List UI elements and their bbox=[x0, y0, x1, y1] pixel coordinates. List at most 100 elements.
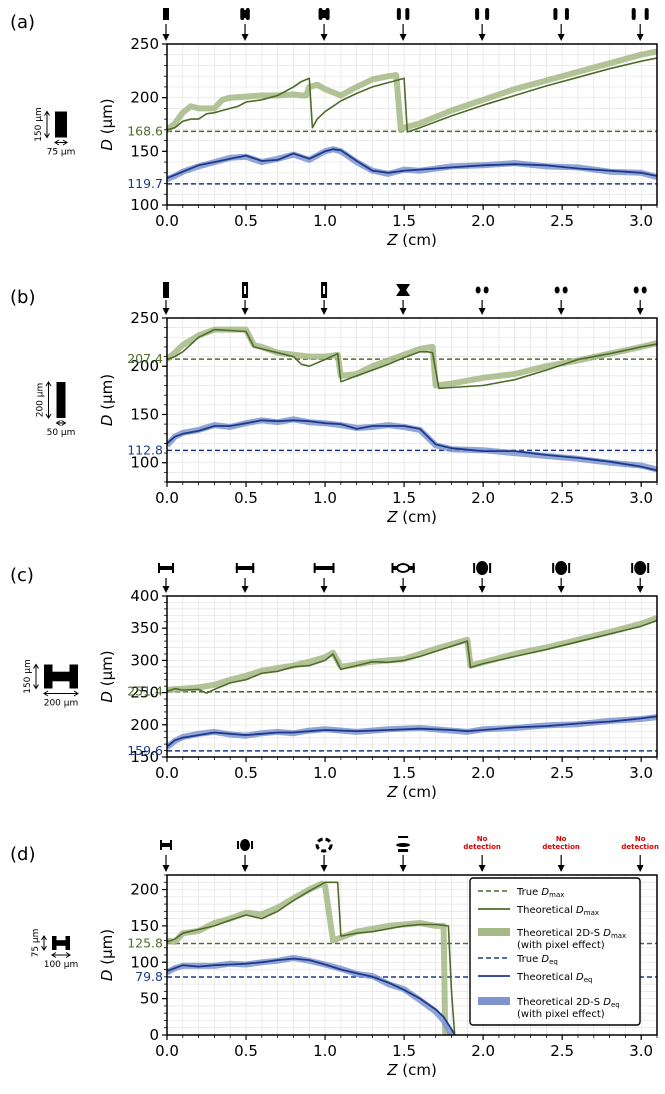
y-tick-label: 150 bbox=[130, 917, 159, 935]
theoretical-dmax-line bbox=[167, 57, 657, 133]
particle-image-icon bbox=[315, 837, 333, 853]
down-arrow-icon bbox=[478, 586, 486, 593]
x-tick-label: 3.0 bbox=[629, 489, 653, 507]
particle-image-strip bbox=[162, 282, 647, 315]
down-arrow-icon bbox=[162, 308, 170, 315]
particle-image-icon bbox=[396, 836, 411, 852]
x-tick-label: 3.0 bbox=[629, 764, 653, 782]
down-arrow-icon bbox=[241, 308, 249, 315]
x-tick-label: 1.0 bbox=[313, 764, 337, 782]
particle-image-icon bbox=[158, 563, 174, 573]
particle-image-icon bbox=[313, 563, 335, 573]
theoretical-dmax-line bbox=[167, 619, 657, 695]
y-tick-label: 0 bbox=[149, 1026, 159, 1044]
particle-shape-icon bbox=[55, 111, 67, 138]
panel-label: (b) bbox=[10, 287, 35, 308]
legend-label-sub: (with pixel effect) bbox=[517, 940, 605, 951]
particle-image-icon bbox=[237, 839, 254, 851]
down-arrow-icon bbox=[320, 34, 328, 41]
y-tick-label: 200 bbox=[130, 881, 159, 899]
particle-shape-icon bbox=[52, 940, 70, 946]
no-detection-label: detection bbox=[621, 843, 659, 851]
legend-label: Theoretical Deq bbox=[516, 972, 593, 984]
down-arrow-icon bbox=[320, 586, 328, 593]
theoretical-deq-line bbox=[167, 419, 657, 472]
particle-image-icon bbox=[318, 8, 330, 20]
particle-image-icon bbox=[235, 563, 255, 573]
axes-frame bbox=[166, 595, 658, 758]
particle-image-icon bbox=[396, 8, 410, 20]
down-arrow-icon bbox=[636, 34, 644, 41]
particle-image-icon bbox=[160, 840, 172, 850]
down-arrow-icon bbox=[241, 34, 249, 41]
pixel-deq-band bbox=[167, 714, 657, 750]
down-arrow-icon bbox=[478, 865, 486, 872]
particle-image-icon bbox=[163, 282, 169, 298]
down-arrow-icon bbox=[557, 865, 565, 872]
particle-width-label: 75 μm bbox=[47, 148, 76, 158]
true-deq-value: 79.8 bbox=[135, 969, 163, 984]
down-arrow-icon bbox=[399, 865, 407, 872]
x-tick-label: 0.0 bbox=[155, 212, 179, 230]
panel-a: (a) 0.0 0.5 1.0 1.5 2.0 2.5 3.0 100 150 200 250 168.… bbox=[10, 8, 658, 249]
true-dmax-value: 251.4 bbox=[127, 684, 163, 699]
pixel-deq-band bbox=[167, 146, 657, 182]
x-tick-label: 2.0 bbox=[471, 764, 495, 782]
true-dmax-value: 168.6 bbox=[127, 123, 163, 138]
plot-area bbox=[167, 615, 657, 752]
x-tick-label: 2.0 bbox=[471, 1042, 495, 1060]
x-tick-label: 0.5 bbox=[234, 764, 258, 782]
particle-width-label: 200 μm bbox=[44, 699, 79, 709]
particle-height-label: 200 μm bbox=[36, 383, 46, 418]
down-arrow-icon bbox=[636, 865, 644, 872]
x-axis-label: Z (cm) bbox=[386, 508, 437, 526]
down-arrow-icon bbox=[162, 586, 170, 593]
particle-image-icon bbox=[163, 8, 169, 20]
particle-image-icon bbox=[242, 282, 249, 298]
grid bbox=[167, 44, 657, 205]
no-detection-label: No bbox=[635, 835, 646, 843]
no-detection-label: detection bbox=[463, 843, 501, 851]
particle-image-icon bbox=[631, 8, 649, 20]
particle-width-label: 50 μm bbox=[47, 428, 76, 438]
axes-frame bbox=[166, 43, 658, 206]
x-tick-label: 0.0 bbox=[155, 764, 179, 782]
x-tick-label: 2.5 bbox=[550, 489, 574, 507]
y-tick-label: 100 bbox=[130, 454, 159, 472]
particle-width-label: 100 μm bbox=[44, 960, 79, 970]
legend-label-sub: (with pixel effect) bbox=[517, 1009, 605, 1020]
theoretical-deq-line bbox=[167, 148, 657, 180]
legend-label: True Dmax bbox=[516, 887, 564, 899]
y-tick-label: 250 bbox=[130, 309, 159, 327]
x-tick-label: 2.5 bbox=[550, 764, 574, 782]
particle-image-icon bbox=[633, 286, 647, 294]
particle-image-icon bbox=[240, 8, 250, 20]
x-tick-label: 2.5 bbox=[550, 1042, 574, 1060]
legend-label: Theoretical Dmax bbox=[516, 905, 599, 917]
true-dmax-value: 207.4 bbox=[127, 351, 163, 366]
theoretical-deq-line bbox=[167, 957, 456, 1035]
no-detection-label: No bbox=[477, 835, 488, 843]
pixel-dmax-band bbox=[167, 48, 657, 133]
x-tick-label: 0.5 bbox=[234, 212, 258, 230]
particle-image-icon bbox=[631, 561, 650, 575]
plot-area bbox=[167, 48, 657, 185]
down-arrow-icon bbox=[636, 586, 644, 593]
down-arrow-icon bbox=[241, 586, 249, 593]
down-arrow-icon bbox=[399, 34, 407, 41]
y-tick-label: 150 bbox=[130, 748, 159, 766]
theoretical-dmax-line bbox=[167, 328, 657, 390]
y-tick-label: 50 bbox=[140, 990, 159, 1008]
down-arrow-icon bbox=[399, 308, 407, 315]
y-axis-label: D (μm) bbox=[98, 650, 116, 702]
particle-image-icon bbox=[396, 284, 411, 296]
true-dmax-value: 125.8 bbox=[127, 936, 163, 951]
y-tick-label: 400 bbox=[130, 587, 159, 605]
particle-image-icon bbox=[553, 8, 569, 20]
down-arrow-icon bbox=[636, 308, 644, 315]
particle-image-icon bbox=[321, 282, 328, 298]
x-tick-label: 1.5 bbox=[392, 764, 416, 782]
particle-image-icon bbox=[391, 563, 415, 573]
